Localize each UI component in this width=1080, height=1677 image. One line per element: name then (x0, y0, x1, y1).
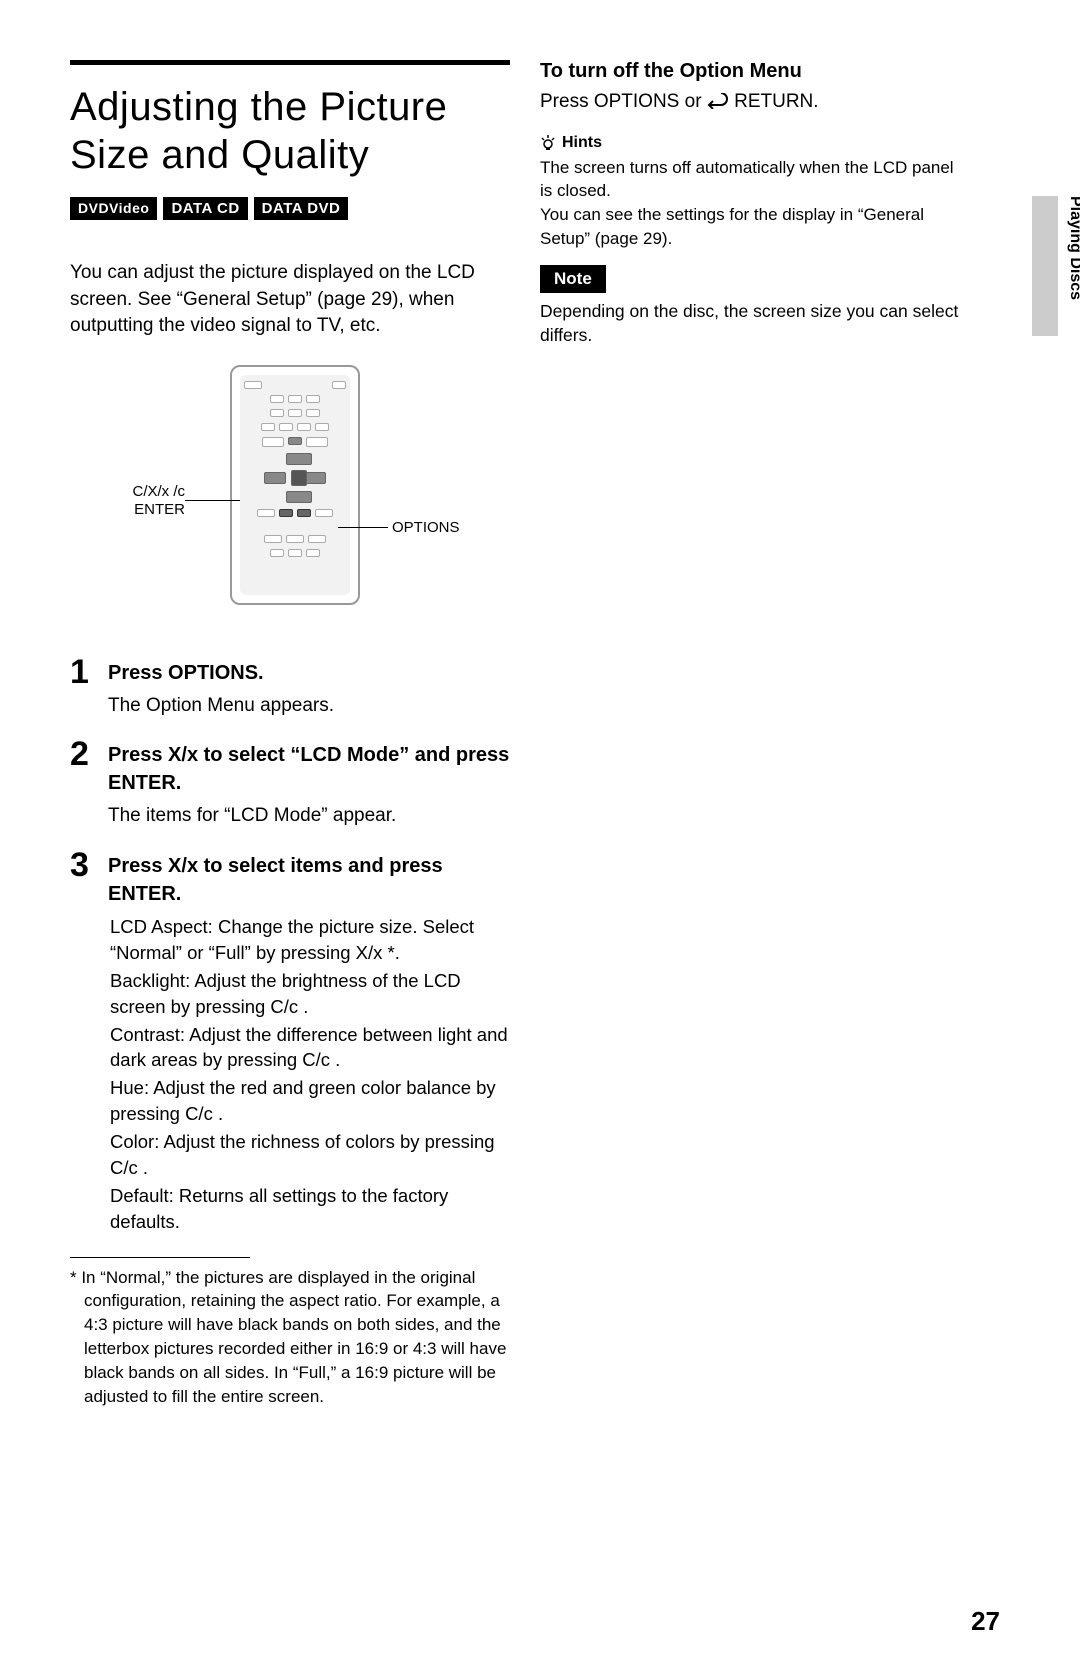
bullet: Backlight: Adjust the brightness of the … (110, 968, 510, 1020)
footnote: * In “Normal,” the pictures are displaye… (70, 1266, 510, 1409)
return-icon (707, 93, 729, 109)
remote-body (230, 365, 360, 605)
turnoff-after: RETURN. (734, 91, 818, 112)
note-badge: Note (540, 265, 606, 293)
step-bullets: LCD Aspect: Change the picture size. Sel… (110, 914, 510, 1235)
callout-enter-line1: C/X/x /c (132, 483, 185, 500)
bullet: Contrast: Adjust the difference between … (110, 1022, 510, 1074)
hints-label-text: Hints (562, 134, 602, 152)
step-desc: The Option Menu appears. (108, 693, 510, 720)
remote-illustration: C/X/x /c ENTER OPTIONS (100, 365, 510, 625)
side-tab: Playing Discs (1066, 196, 1080, 300)
callout-enter-line2: ENTER (134, 501, 185, 518)
bullet: LCD Aspect: Change the picture size. Sel… (110, 914, 510, 966)
intro-text: You can adjust the picture displayed on … (70, 260, 510, 340)
footnote-rule (70, 1257, 250, 1258)
turnoff-text: Press OPTIONS or RETURN. (540, 89, 970, 116)
bulb-icon (540, 135, 556, 151)
step-title: Press X/x to select “LCD Mode” and press… (108, 741, 510, 797)
turnoff-heading: To turn off the Option Menu (540, 60, 970, 83)
top-rule (70, 60, 510, 65)
step-3: 3 Press X/x to select items and press EN… (70, 848, 510, 1237)
step-number: 2 (70, 737, 98, 771)
bullet: Color: Adjust the richness of colors by … (110, 1129, 510, 1181)
hints-label: Hints (540, 134, 970, 152)
page-title: Adjusting the Picture Size and Quality (70, 83, 510, 179)
step-2: 2 Press X/x to select “LCD Mode” and pre… (70, 737, 510, 830)
step-number: 1 (70, 655, 98, 689)
turnoff-before: Press OPTIONS or (540, 91, 707, 112)
step-1: 1 Press OPTIONS. The Option Menu appears… (70, 655, 510, 720)
badge-datacd: DATA CD (163, 197, 247, 220)
callout-options: OPTIONS (392, 519, 460, 537)
hints-text: The screen turns off automatically when … (540, 156, 970, 251)
badge-datadvd: DATA DVD (254, 197, 349, 220)
step-desc: The items for “LCD Mode” appear. (108, 803, 510, 830)
note-text: Depending on the disc, the screen size y… (540, 299, 970, 348)
badge-dvdvideo: DVDVideo (70, 197, 157, 220)
step-number: 3 (70, 848, 98, 882)
bullet: Hue: Adjust the red and green color bala… (110, 1075, 510, 1127)
page-number: 27 (971, 1606, 1000, 1637)
side-gray-bar (1032, 196, 1058, 336)
step-title: Press X/x to select items and press ENTE… (108, 852, 510, 908)
bullet: Default: Returns all settings to the fac… (110, 1183, 510, 1235)
format-badges: DVDVideo DATA CD DATA DVD (70, 197, 510, 220)
step-title: Press OPTIONS. (108, 659, 510, 687)
